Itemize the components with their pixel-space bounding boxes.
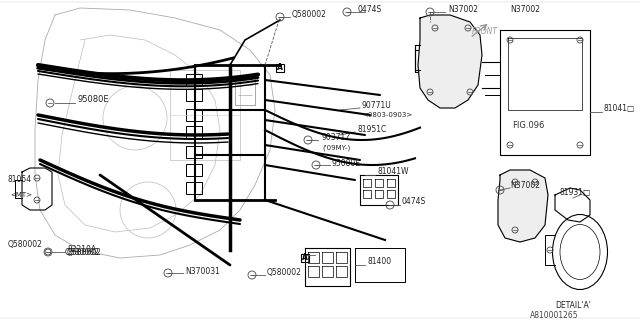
Text: 0474S: 0474S	[358, 4, 382, 13]
Text: A810001265: A810001265	[530, 310, 579, 319]
Text: Q580002: Q580002	[8, 241, 43, 250]
Text: 90771U: 90771U	[362, 100, 392, 109]
Bar	[186, 89, 202, 101]
Text: DETAIL'A': DETAIL'A'	[555, 300, 591, 309]
Text: Q580002: Q580002	[267, 268, 302, 276]
Bar	[186, 182, 202, 194]
Text: FRONT: FRONT	[472, 28, 498, 36]
Bar	[186, 146, 202, 158]
Text: 82210A: 82210A	[67, 244, 96, 253]
Polygon shape	[418, 15, 482, 108]
Text: Q580002: Q580002	[67, 247, 102, 257]
Text: 95080E: 95080E	[78, 95, 109, 105]
Text: N370031: N370031	[185, 267, 220, 276]
Text: N37002: N37002	[510, 4, 540, 13]
Text: ('09MY-): ('09MY-)	[322, 145, 350, 151]
Bar	[186, 109, 202, 121]
Text: 81400: 81400	[367, 258, 391, 267]
Text: 0474S: 0474S	[402, 197, 426, 206]
Bar	[276, 64, 284, 72]
Text: Q580002: Q580002	[65, 247, 100, 257]
Bar	[301, 254, 309, 262]
Text: <0803-0903>: <0803-0903>	[362, 112, 412, 118]
Bar	[186, 126, 202, 138]
Text: 95080E: 95080E	[332, 158, 361, 167]
Text: A: A	[302, 253, 308, 262]
Polygon shape	[498, 170, 548, 242]
Text: 81951C: 81951C	[357, 125, 387, 134]
Text: 81041W: 81041W	[378, 167, 410, 177]
Text: FIG.096: FIG.096	[512, 121, 545, 130]
Text: N37002: N37002	[448, 4, 478, 13]
Text: N37002: N37002	[510, 181, 540, 190]
Text: 81041□: 81041□	[604, 105, 636, 114]
Text: 90371Z: 90371Z	[322, 132, 351, 141]
Text: <MT>: <MT>	[10, 192, 32, 198]
Bar	[186, 74, 202, 86]
Text: 81931□: 81931□	[560, 188, 591, 196]
Text: 81054: 81054	[8, 175, 32, 185]
Bar	[186, 164, 202, 176]
Text: A: A	[277, 63, 283, 73]
Text: Q580002: Q580002	[292, 10, 327, 19]
